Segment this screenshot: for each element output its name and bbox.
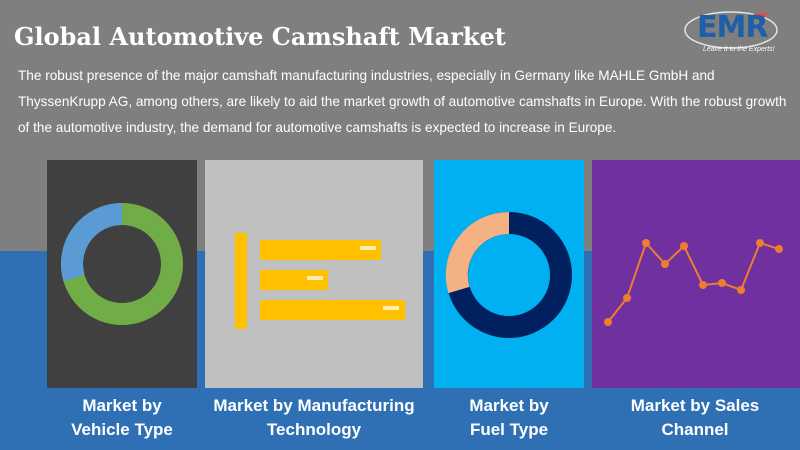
caption-line: Technology	[266, 420, 362, 439]
caption-fuel-type: Market by Fuel Type	[429, 394, 589, 442]
page-title: Global Automotive Camshaft Market	[14, 22, 506, 51]
globe-icon	[684, 11, 778, 49]
bar-chart-icon	[235, 233, 405, 329]
caption-line: Market by	[82, 396, 162, 415]
panel-vehicle-type	[47, 160, 197, 388]
caption-line: Market by Manufacturing	[213, 396, 415, 415]
line-chart-icon	[604, 239, 783, 326]
logo-tagline: Leave it to the Experts!	[703, 46, 775, 53]
caption-manufacturing-technology: Market by Manufacturing Technology	[200, 394, 428, 442]
description-text: The robust presence of the major camshaf…	[18, 68, 787, 135]
donut-chart-icon	[445, 211, 572, 338]
emr-logo: EMR Leave it to the Experts!	[683, 10, 793, 62]
caption-line: Market by Sales	[630, 396, 760, 415]
caption-line: Channel	[661, 420, 729, 439]
caption-line: Fuel Type	[469, 420, 549, 439]
panel-manufacturing-technology	[205, 160, 423, 388]
logo-text: EMR	[697, 10, 768, 45]
caption-sales-channel: Market by Sales Channel	[600, 394, 790, 442]
caption-vehicle-type: Market by Vehicle Type	[42, 394, 202, 442]
caption-line: Market by	[469, 396, 549, 415]
panel-fuel-type	[434, 160, 584, 388]
caption-line: Vehicle Type	[71, 420, 173, 439]
donut-chart-icon	[61, 203, 183, 325]
panel-sales-channel	[592, 160, 800, 388]
